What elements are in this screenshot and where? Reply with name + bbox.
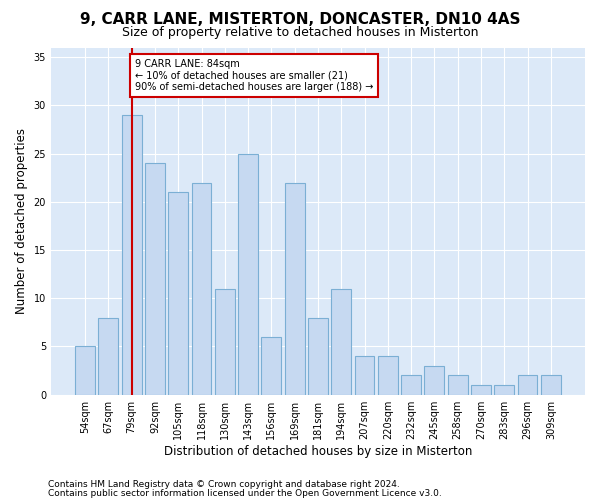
Bar [75, 346, 95, 395]
Text: Size of property relative to detached houses in Misterton: Size of property relative to detached ho… [122, 26, 478, 39]
Bar [518, 376, 538, 394]
Bar [122, 115, 142, 394]
Bar [448, 376, 467, 394]
Bar [378, 356, 398, 395]
Bar [308, 318, 328, 394]
Text: Contains HM Land Registry data © Crown copyright and database right 2024.: Contains HM Land Registry data © Crown c… [48, 480, 400, 489]
Y-axis label: Number of detached properties: Number of detached properties [15, 128, 28, 314]
Bar [238, 154, 258, 394]
Bar [471, 385, 491, 394]
Bar [215, 288, 235, 395]
Bar [262, 337, 281, 394]
Bar [98, 318, 118, 394]
Bar [424, 366, 444, 394]
Text: 9, CARR LANE, MISTERTON, DONCASTER, DN10 4AS: 9, CARR LANE, MISTERTON, DONCASTER, DN10… [80, 12, 520, 28]
Bar [355, 356, 374, 395]
Bar [494, 385, 514, 394]
Text: Contains public sector information licensed under the Open Government Licence v3: Contains public sector information licen… [48, 488, 442, 498]
Bar [145, 163, 165, 394]
Bar [331, 288, 351, 395]
Bar [169, 192, 188, 394]
X-axis label: Distribution of detached houses by size in Misterton: Distribution of detached houses by size … [164, 444, 472, 458]
Text: 9 CARR LANE: 84sqm
← 10% of detached houses are smaller (21)
90% of semi-detache: 9 CARR LANE: 84sqm ← 10% of detached hou… [135, 59, 374, 92]
Bar [191, 182, 211, 394]
Bar [401, 376, 421, 394]
Bar [541, 376, 561, 394]
Bar [285, 182, 305, 394]
